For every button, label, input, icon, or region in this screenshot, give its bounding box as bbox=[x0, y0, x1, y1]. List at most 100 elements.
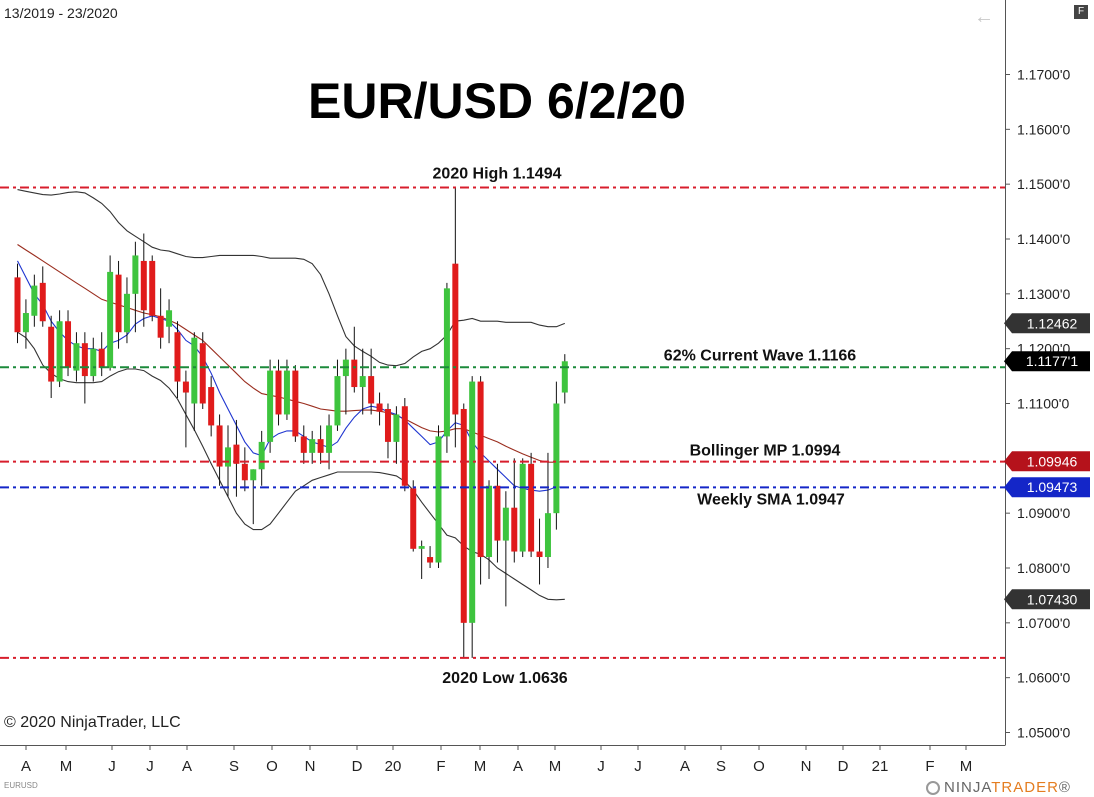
candle-body bbox=[384, 408, 391, 442]
price-markers: 1.12462 1.1177'1 1.09946 1.09473 1.07430 bbox=[1004, 313, 1090, 610]
candle bbox=[502, 491, 509, 607]
candle-body bbox=[258, 441, 265, 470]
candle bbox=[326, 414, 333, 470]
x-tick-label: S bbox=[716, 758, 726, 775]
chart-menu-button[interactable]: F bbox=[1074, 5, 1088, 19]
candle bbox=[477, 376, 484, 585]
price-marker-label: 1.12462 bbox=[1027, 315, 1078, 331]
ninjatrader-logo-icon bbox=[926, 781, 940, 795]
candle-body bbox=[275, 370, 282, 415]
candle-body bbox=[486, 485, 493, 558]
x-tick-label: M bbox=[60, 758, 73, 775]
candle bbox=[452, 187, 459, 448]
price-marker-bg bbox=[1004, 589, 1090, 610]
candle bbox=[292, 365, 299, 442]
candle-body bbox=[376, 403, 383, 412]
candle-body bbox=[326, 425, 333, 453]
candle bbox=[39, 266, 46, 327]
y-tick-label: 1.0800'0 bbox=[1017, 560, 1070, 576]
candle bbox=[427, 546, 434, 568]
candle-body bbox=[410, 488, 417, 549]
candle bbox=[401, 398, 408, 492]
candle bbox=[435, 425, 442, 568]
candle bbox=[469, 376, 476, 658]
candle-body bbox=[544, 513, 551, 558]
y-tick-label: 1.1400'0 bbox=[1017, 231, 1070, 247]
candle-body bbox=[368, 376, 375, 404]
candle-body bbox=[182, 381, 189, 393]
candle-body bbox=[132, 255, 139, 294]
candle-body bbox=[123, 293, 130, 333]
brand-part2: TRADER bbox=[991, 779, 1059, 796]
candle bbox=[334, 359, 341, 431]
candle bbox=[107, 255, 114, 371]
candle bbox=[309, 430, 316, 464]
candle bbox=[250, 469, 257, 525]
candle bbox=[241, 447, 248, 492]
x-tick-label: S bbox=[229, 758, 239, 775]
price-marker: 1.07430 bbox=[1004, 589, 1090, 610]
candle bbox=[56, 310, 63, 388]
candle bbox=[149, 255, 156, 322]
candle-body bbox=[81, 343, 88, 377]
candle-body bbox=[494, 485, 501, 541]
price-marker-bg bbox=[1004, 351, 1090, 372]
x-tick-label: A bbox=[21, 758, 31, 775]
candle bbox=[132, 241, 139, 333]
candle-body bbox=[65, 321, 72, 368]
candle-body bbox=[561, 361, 568, 393]
x-tick-label: 21 bbox=[872, 758, 889, 775]
y-tick-label: 1.1100'0 bbox=[1017, 396, 1069, 412]
bollinger-upper-line bbox=[17, 189, 566, 367]
candle bbox=[553, 381, 560, 530]
candle bbox=[267, 359, 274, 453]
level-label: 2020 Low 1.0636 bbox=[442, 670, 568, 687]
price-marker-label: 1.09946 bbox=[1027, 453, 1078, 469]
candle-body bbox=[90, 348, 97, 377]
arrow-left-icon[interactable]: ← bbox=[974, 6, 994, 28]
candle-body bbox=[427, 557, 434, 563]
copyright: © 2020 NinjaTrader, LLC bbox=[4, 714, 181, 731]
candle-body bbox=[536, 551, 543, 558]
candle bbox=[123, 277, 130, 344]
level-label: Weekly SMA 1.0947 bbox=[697, 491, 845, 508]
candle-body bbox=[469, 381, 476, 623]
candle-body bbox=[149, 260, 156, 316]
candle-body bbox=[115, 274, 122, 333]
price-marker: 1.09473 bbox=[1004, 477, 1090, 498]
horizontal-levels: 2020 High 1.1494 62% Current Wave 1.1166 B… bbox=[0, 165, 1005, 687]
candle bbox=[544, 452, 551, 568]
axes: 1.1700'0 1.1600'0 1.1500'0 1.1400'0 1.1300'0… bbox=[0, 0, 1070, 775]
x-tick-label: M bbox=[474, 758, 487, 775]
price-marker-label: 1.07430 bbox=[1027, 591, 1078, 607]
chart-title: EUR/USD 6/2/20 bbox=[308, 73, 686, 129]
candle bbox=[191, 332, 198, 431]
x-tick-label: O bbox=[266, 758, 278, 775]
x-tick-label: N bbox=[801, 758, 812, 775]
candle-body bbox=[283, 370, 290, 415]
candle bbox=[31, 274, 38, 327]
candle-body bbox=[511, 507, 518, 552]
candle bbox=[115, 260, 122, 349]
candle-body bbox=[418, 546, 425, 549]
candle bbox=[393, 406, 400, 464]
level-label: 2020 High 1.1494 bbox=[433, 165, 562, 182]
candle bbox=[157, 288, 164, 349]
candle bbox=[283, 359, 290, 420]
candle bbox=[65, 310, 72, 377]
x-tick-label: J bbox=[108, 758, 116, 775]
candle-body bbox=[460, 408, 467, 623]
price-marker: 1.12462 bbox=[1004, 313, 1090, 334]
y-tick-label: 1.0600'0 bbox=[1017, 670, 1070, 686]
candle bbox=[182, 370, 189, 448]
price-marker-bg bbox=[1004, 313, 1090, 334]
y-tick-label: 1.1700'0 bbox=[1017, 67, 1070, 83]
candle-body bbox=[225, 447, 231, 467]
candle-body bbox=[334, 376, 341, 426]
candle bbox=[199, 332, 206, 409]
candle-body bbox=[317, 439, 324, 453]
y-tick-label: 1.0900'0 bbox=[1017, 505, 1070, 521]
price-marker-label: 1.1177'1 bbox=[1026, 353, 1078, 369]
candle bbox=[351, 326, 358, 393]
